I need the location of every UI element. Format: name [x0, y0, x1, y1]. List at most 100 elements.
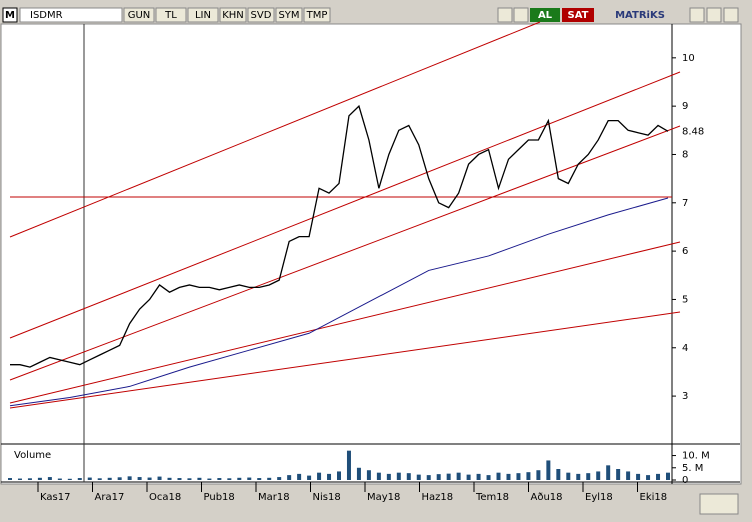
maximize[interactable] — [706, 7, 722, 23]
last-price-label: 8.48 — [682, 126, 704, 137]
volume-bar — [426, 475, 431, 480]
toolbar-button[interactable] — [275, 7, 303, 23]
volume-bar — [416, 474, 421, 480]
x-tick-label: May18 — [367, 492, 400, 503]
y-tick-label: 7 — [682, 198, 688, 209]
volume-bar — [307, 475, 312, 480]
volume-bar — [536, 470, 541, 480]
toolbar-button[interactable] — [155, 7, 187, 23]
volume-bar — [297, 473, 302, 480]
volume-bar — [466, 474, 471, 480]
y-tick-label: 9 — [682, 101, 688, 112]
volume-bar — [267, 477, 272, 480]
volume-bar — [656, 473, 661, 480]
volume-bar — [406, 473, 411, 480]
volume-bar — [27, 478, 32, 480]
volume-bar — [97, 478, 102, 480]
trend-line — [9, 21, 541, 238]
toolbar-button-label: LIN — [195, 10, 211, 21]
toolbar-button[interactable] — [247, 7, 275, 23]
volume-bar — [67, 478, 72, 480]
buy-button[interactable] — [530, 8, 560, 22]
volume-bar — [327, 473, 332, 480]
volume-bar — [346, 450, 351, 480]
sell-button[interactable] — [562, 8, 594, 22]
refresh[interactable] — [699, 493, 739, 515]
volume-bar — [356, 467, 361, 480]
volume-bar — [337, 471, 341, 480]
y-tick-label: 6 — [682, 246, 688, 257]
chart-area — [0, 23, 742, 485]
y-tick-label: 4 — [682, 343, 688, 354]
x-tick-label: Haz18 — [422, 492, 454, 503]
icon-c[interactable] — [513, 7, 529, 23]
price-line — [10, 104, 669, 368]
symbol: ISDMR — [30, 10, 63, 21]
toolbar-button[interactable] — [303, 7, 331, 23]
volume-bar — [17, 478, 22, 480]
brand: MATRiKS — [615, 10, 665, 21]
volume-bar — [227, 478, 232, 480]
volume-bar — [207, 478, 212, 480]
volume-bar — [167, 477, 172, 480]
volume-tick-label: 5. M — [682, 463, 703, 474]
volume-bar — [277, 477, 282, 480]
x-tick-label: Ara17 — [95, 492, 125, 503]
volume-bar — [57, 478, 62, 480]
minimize[interactable] — [689, 7, 705, 23]
volume-bar — [157, 476, 162, 480]
volume-bar — [636, 473, 641, 480]
volume-bar — [506, 473, 511, 480]
x-tick-label: Oca18 — [149, 492, 181, 503]
trend-line — [9, 241, 681, 404]
volume-bar — [8, 478, 12, 480]
symbol-box[interactable] — [19, 7, 123, 23]
volume-bar — [606, 465, 611, 480]
close[interactable] — [723, 7, 739, 23]
volume-bar — [396, 472, 401, 480]
volume-bar — [596, 471, 601, 480]
logo: M — [5, 10, 15, 21]
volume-bar — [386, 473, 391, 480]
volume-bar — [117, 477, 122, 480]
y-tick-label: 10 — [682, 53, 695, 64]
icon-bolt[interactable] — [497, 7, 513, 23]
x-tick-label: Nis18 — [313, 492, 341, 503]
toolbar-button-label: TMP — [306, 10, 328, 21]
x-tick-label: Eyl18 — [585, 492, 613, 503]
x-tick-label: Kas17 — [40, 492, 70, 503]
volume-tick-label: 0 — [682, 475, 688, 486]
logo-box[interactable] — [2, 7, 18, 23]
volume-bar — [566, 472, 571, 480]
volume-title: Volume — [14, 450, 51, 461]
volume-bar — [187, 478, 192, 480]
volume-bar — [177, 478, 182, 480]
x-tick-label: Pub18 — [204, 492, 235, 503]
volume-bar — [107, 477, 112, 480]
volume-bar — [376, 472, 381, 480]
volume-bar — [197, 477, 202, 480]
volume-bar — [247, 477, 252, 480]
toolbar-button-label: SYM — [278, 10, 299, 21]
volume-bar — [576, 473, 581, 480]
volume-bar — [77, 478, 82, 480]
y-tick-label: 3 — [682, 391, 688, 402]
volume-bar — [586, 473, 591, 480]
toolbar-button-label: KHN — [222, 10, 244, 21]
volume-bar — [446, 473, 451, 480]
volume-bar — [287, 475, 292, 480]
volume-bar — [546, 460, 551, 480]
toolbar-button[interactable] — [123, 7, 155, 23]
volume-bar — [626, 471, 631, 480]
volume-bar — [646, 475, 651, 480]
toolbar-button[interactable] — [187, 7, 219, 23]
trend-line — [9, 125, 681, 381]
volume-bar — [456, 472, 461, 480]
y-tick-label: 8 — [682, 149, 688, 160]
volume-tick-label: 10. M — [682, 451, 710, 462]
x-tick-label: Tem18 — [475, 492, 509, 503]
volume-bar — [486, 475, 491, 480]
volume-bar — [87, 477, 92, 480]
toolbar-button[interactable] — [219, 7, 247, 23]
